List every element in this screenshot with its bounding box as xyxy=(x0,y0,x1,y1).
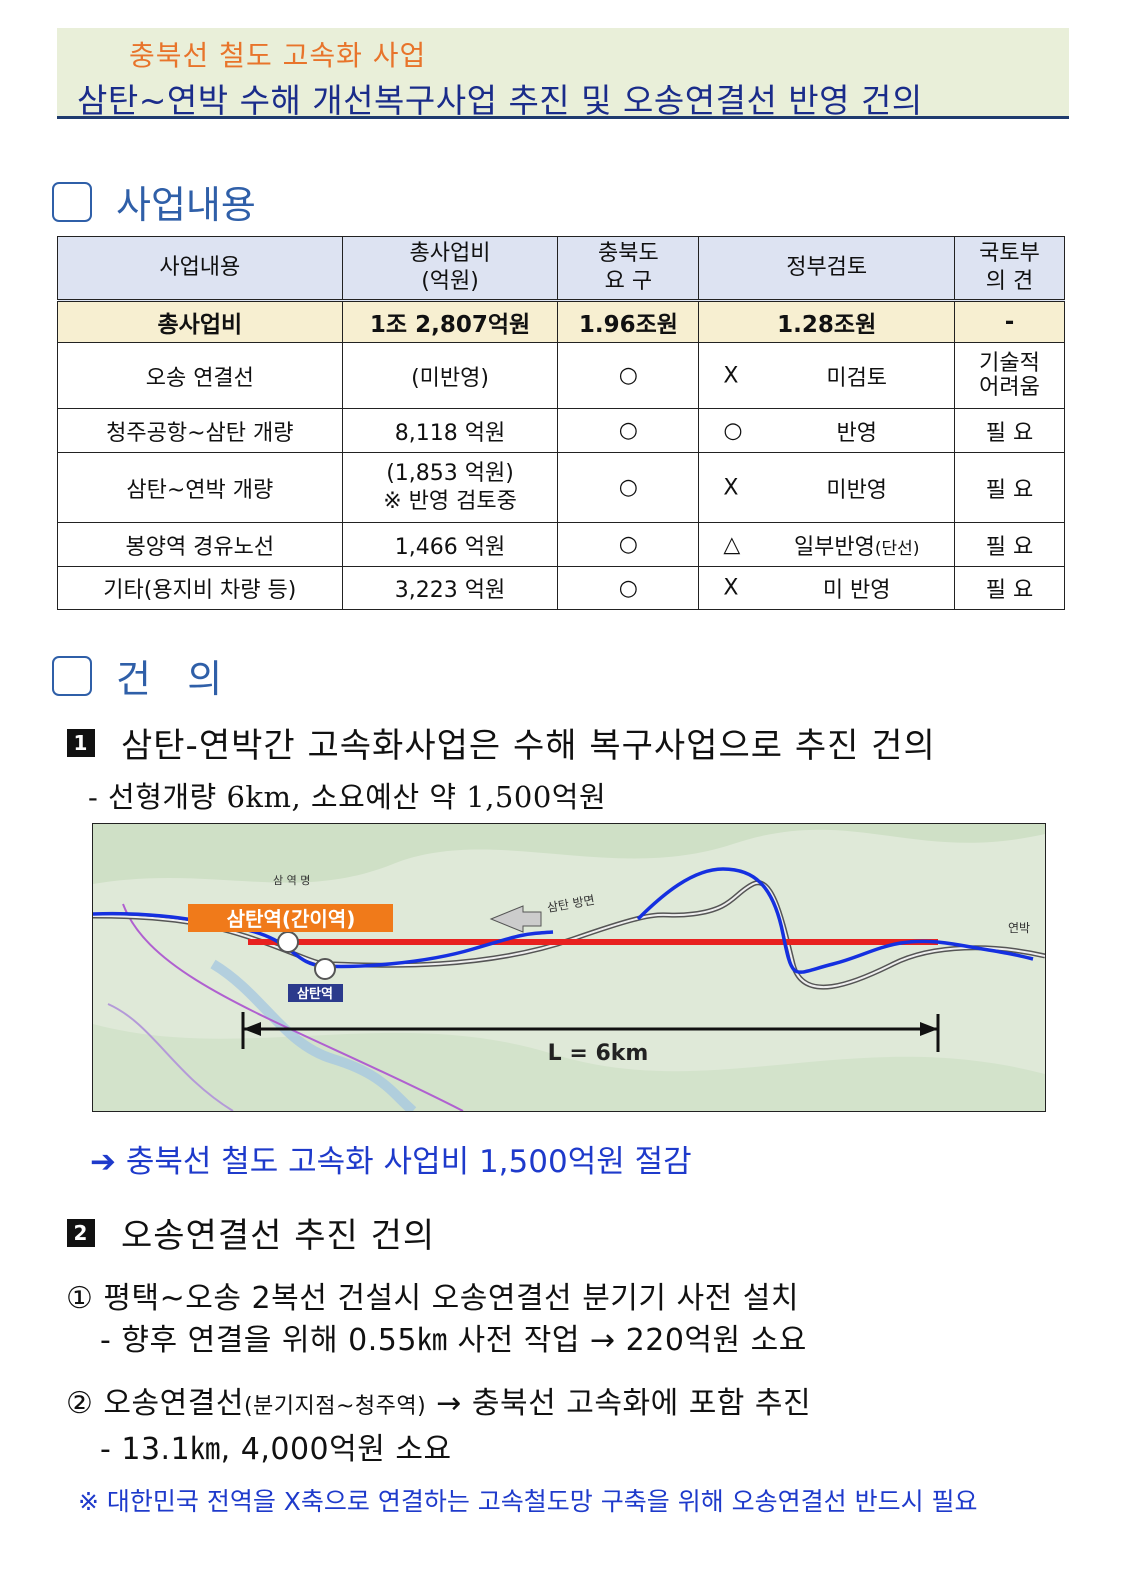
col-header: 충북도 요 구 xyxy=(557,236,700,302)
table-row: 오송 연결선 (미반영) ○ X 미검토 기술적 어려움 xyxy=(57,342,1065,409)
table-row: 삼탄~연박 개량 (1,853 억원) ※ 반영 검토중 ○ X 미반영 필 요 xyxy=(57,452,1065,523)
item-number-badge: 2 xyxy=(67,1218,95,1247)
proposal-item-1: 1 삼탄-연박간 고속화사업은 수해 복구사업으로 추진 건의 xyxy=(67,718,936,767)
cell: 1,466 억원 xyxy=(341,522,559,567)
review-mark: X xyxy=(723,475,739,500)
cell: ○ xyxy=(557,408,700,453)
table-row: 기타(용지비 차량 등) 3,223 억원 ○ X 미 반영 필 요 xyxy=(57,566,1065,610)
cell-gov: X 미검토 xyxy=(698,342,956,409)
cell: 1.96조원 xyxy=(557,300,700,343)
station-marker-icon xyxy=(314,958,336,980)
cell-gov: X 미반영 xyxy=(698,452,956,523)
section-business-content: 사업내용 xyxy=(52,174,256,229)
item2-point-1-detail: - 향후 연결을 위해 0.55㎞ 사전 작업 → 220억원 소요 xyxy=(100,1323,807,1358)
cell: ○ xyxy=(557,566,700,610)
proposal-item-2: 2 오송연결선 추진 건의 xyxy=(67,1208,435,1257)
header-title: 삼탄~연박 수해 개선복구사업 추진 및 오송연결선 반영 건의 xyxy=(77,81,923,120)
distance-label: L = 6km xyxy=(548,1041,649,1066)
cell: (미반영) xyxy=(341,342,559,409)
section-title: 사업내용 xyxy=(116,183,256,227)
review-mark: X xyxy=(723,575,739,601)
cell: ○ xyxy=(557,342,700,409)
station-label-2: 삼탄역 xyxy=(297,986,333,1002)
savings-note: ➔ 충북선 철도 고속화 사업비 1,500억원 절감 xyxy=(90,1144,692,1180)
map-place-label-right: 연박 xyxy=(1008,921,1030,935)
item-title: 오송연결선 추진 건의 xyxy=(121,1216,436,1256)
table-row: 청주공항~삼탄 개량 8,118 억원 ○ ○ 반영 필 요 xyxy=(57,408,1065,453)
item-title: 삼탄-연박간 고속화사업은 수해 복구사업으로 추진 건의 xyxy=(121,726,936,766)
col-header: 정부검토 xyxy=(698,236,956,302)
review-mark: △ xyxy=(723,532,741,557)
cell-gov: X 미 반영 xyxy=(698,566,956,610)
cell: 3,223 억원 xyxy=(341,566,559,610)
map-place-label: 삼 역 명 xyxy=(273,874,310,887)
cell: 필 요 xyxy=(954,566,1065,610)
business-table: 사업내용 총사업비 (억원) 충북도 요 구 정부검토 국토부 의 견 총사업비… xyxy=(57,236,1065,610)
route-map-image: 삼탄역(간이역) 삼탄역 삼 역 명 삼탄 방면 연박 L = 6km xyxy=(92,823,1046,1112)
cell: ○ xyxy=(557,452,700,523)
cell: 필 요 xyxy=(954,408,1065,453)
direction-arrow-icon xyxy=(489,905,542,933)
cell-gov: △ 일부반영(단선) xyxy=(698,522,956,567)
cell: 기타(용지비 차량 등) xyxy=(57,566,343,610)
cell: ○ xyxy=(557,522,700,567)
review-label: 일부반영(단선) xyxy=(734,529,920,561)
item2-point-2-b: → 충북선 고속화에 포함 추진 xyxy=(426,1386,812,1421)
review-label: 미반영 xyxy=(826,477,888,503)
cell: - xyxy=(954,300,1065,343)
review-label: 반영 xyxy=(836,420,877,446)
document-header: 충북선 철도 고속화 사업 삼탄~연박 수해 개선복구사업 추진 및 오송연결선… xyxy=(57,28,1069,120)
section-proposal: 건 의 xyxy=(52,648,222,703)
cell: 필 요 xyxy=(954,452,1065,523)
station-label-bg xyxy=(288,984,343,1002)
cell: 8,118 억원 xyxy=(341,408,559,453)
review-label: 미검토 xyxy=(826,365,888,391)
table-row: 봉양역 경유노선 1,466 억원 ○ △ 일부반영(단선) 필 요 xyxy=(57,522,1065,567)
col-header: 국토부 의 견 xyxy=(954,236,1065,302)
item-number-badge: 1 xyxy=(67,728,95,757)
header-subtitle: 충북선 철도 고속화 사업 xyxy=(129,39,427,72)
checkbox-square-icon xyxy=(52,181,92,222)
cell: 1조 2,807억원 xyxy=(341,300,559,343)
review-label: 미 반영 xyxy=(822,578,891,603)
station-label-1: 삼탄역(간이역) xyxy=(227,907,356,931)
route-map-svg: 삼탄역(간이역) 삼탄역 삼 역 명 삼탄 방면 연박 L = 6km xyxy=(93,824,1045,1111)
cell: (1,853 억원) ※ 반영 검토중 xyxy=(341,452,559,523)
station-label-bg xyxy=(188,904,393,932)
cell: 기술적 어려움 xyxy=(954,342,1065,409)
cell: 청주공항~삼탄 개량 xyxy=(57,408,343,453)
station-marker-icon xyxy=(277,931,299,953)
cell: 봉양역 경유노선 xyxy=(57,522,343,567)
footnote: ※ 대한민국 전역을 X축으로 연결하는 고속철도망 구축을 위해 오송연결선 … xyxy=(78,1487,978,1516)
item-detail: - 선형개량 6km, 소요예산 약 1,500억원 xyxy=(88,780,607,814)
item2-point-2-small: (분기지점~청주역) xyxy=(243,1394,427,1419)
cell: 1.28조원 xyxy=(698,300,956,343)
item2-point-2: ② 오송연결선(분기지점~청주역) → 충북선 고속화에 포함 추진 xyxy=(66,1378,811,1422)
section-title: 건 의 xyxy=(116,657,223,701)
col-header: 총사업비 (억원) xyxy=(341,236,559,302)
cell: 필 요 xyxy=(954,522,1065,567)
checkbox-square-icon xyxy=(52,655,92,696)
col-header: 사업내용 xyxy=(57,236,343,302)
review-label-small: (단선) xyxy=(874,538,920,559)
item2-point-2-a: ② 오송연결선 xyxy=(66,1386,244,1421)
item2-point-1: ① 평택~오송 2복선 건설시 오송연결선 분기기 사전 설치 xyxy=(66,1281,799,1316)
review-label-main: 일부반영 xyxy=(793,534,875,560)
item2-point-2-detail: - 13.1㎞, 4,000억원 소요 xyxy=(100,1432,452,1467)
cell: 삼탄~연박 개량 xyxy=(57,452,343,523)
cell-gov: ○ 반영 xyxy=(698,408,956,453)
table-header-row: 사업내용 총사업비 (억원) 충북도 요 구 정부검토 국토부 의 견 xyxy=(57,236,1065,302)
review-mark: ○ xyxy=(723,418,743,443)
cell: 오송 연결선 xyxy=(57,342,343,409)
table-row-total: 총사업비 1조 2,807억원 1.96조원 1.28조원 - xyxy=(57,300,1065,343)
cell: 총사업비 xyxy=(57,300,343,343)
review-mark: X xyxy=(723,363,739,388)
